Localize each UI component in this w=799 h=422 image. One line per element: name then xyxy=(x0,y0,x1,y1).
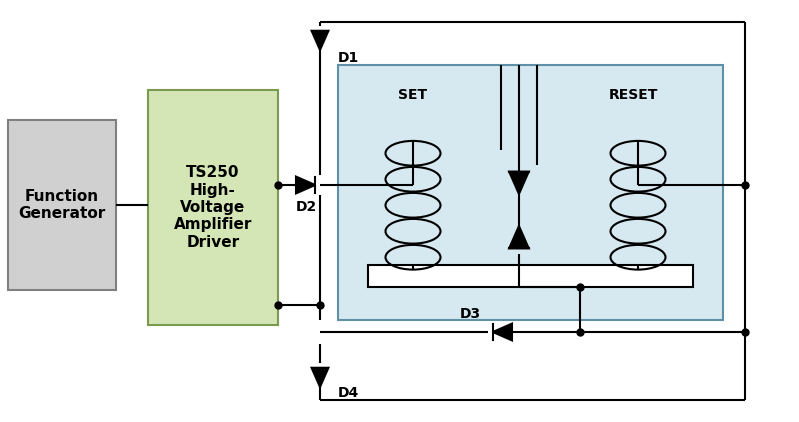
Polygon shape xyxy=(312,31,328,50)
Polygon shape xyxy=(509,226,529,249)
Text: SET: SET xyxy=(399,88,427,102)
Polygon shape xyxy=(509,172,529,194)
Polygon shape xyxy=(296,176,315,193)
Text: Function
Generator: Function Generator xyxy=(18,189,105,221)
Text: D2: D2 xyxy=(296,200,317,214)
Bar xyxy=(338,65,723,320)
Text: TS250
High-
Voltage
Amplifier
Driver: TS250 High- Voltage Amplifier Driver xyxy=(174,165,252,250)
Text: D4: D4 xyxy=(338,386,360,400)
Bar xyxy=(8,120,116,290)
Text: RESET: RESET xyxy=(608,88,658,102)
Bar xyxy=(148,90,278,325)
Text: D1: D1 xyxy=(338,51,360,65)
Bar xyxy=(368,265,693,287)
Polygon shape xyxy=(493,324,512,341)
Text: D3: D3 xyxy=(460,307,481,321)
Polygon shape xyxy=(312,368,328,387)
